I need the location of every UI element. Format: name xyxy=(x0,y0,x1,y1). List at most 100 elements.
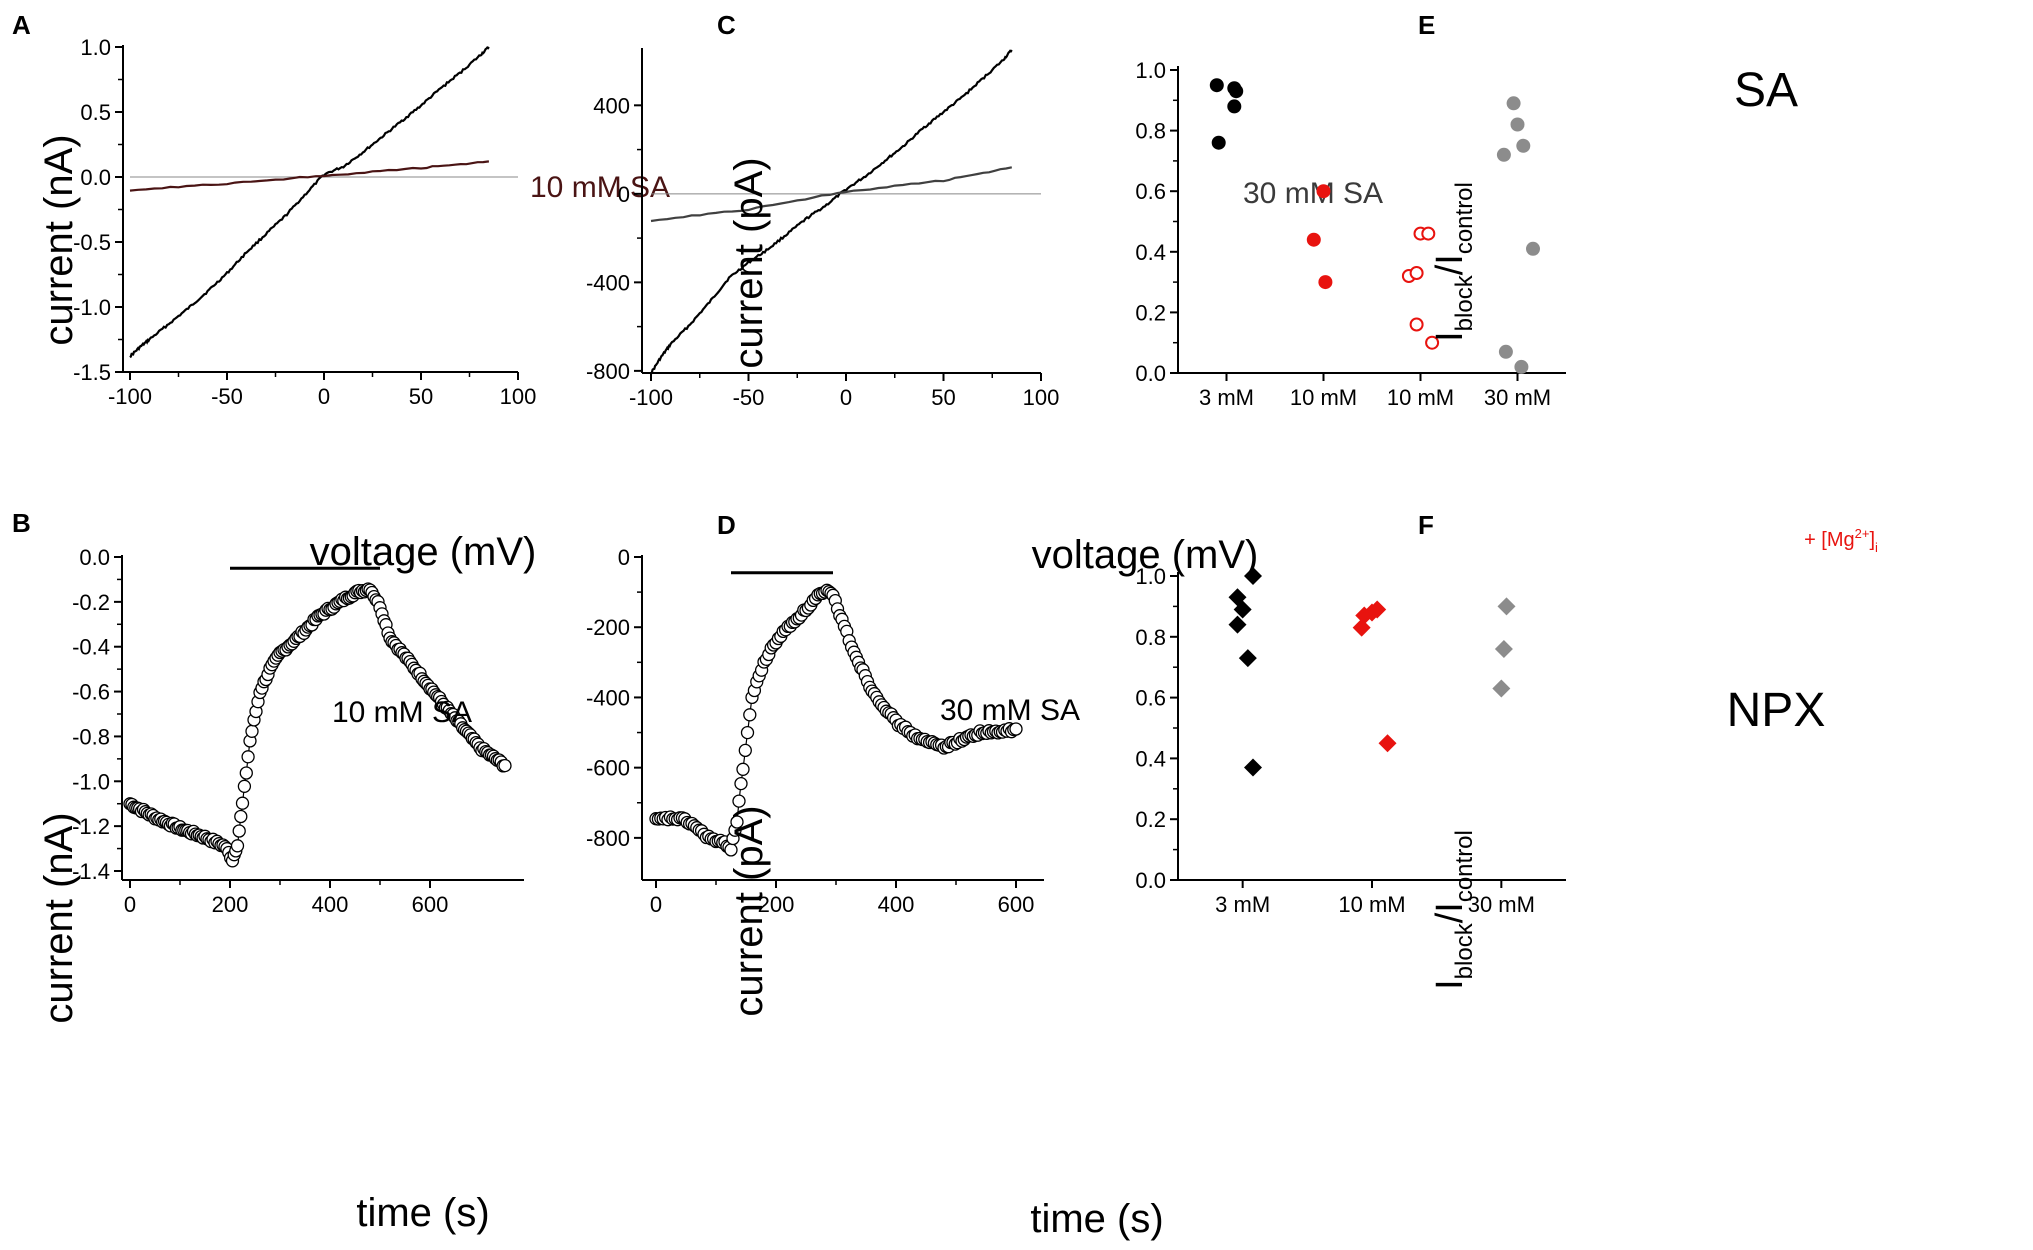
panel-c-x-tick-label: -50 xyxy=(733,385,765,410)
panel-c-y-axis-label: current (pA) xyxy=(727,157,771,368)
panel-e-y-tick-label: 0.4 xyxy=(1135,240,1166,265)
panel-f-data-point xyxy=(1368,600,1387,619)
panel-a-y-tick-label: 0.5 xyxy=(80,100,111,125)
panel-b-y-axis-label: current (nA) xyxy=(37,812,81,1023)
panel-e-data-point xyxy=(1209,78,1224,93)
panel-e-y-axis-label: Iblock/Icontrol xyxy=(1429,182,1478,342)
panel-a-x-tick-label: -50 xyxy=(211,384,243,409)
panel-a-x-axis-label: voltage (mV) xyxy=(310,530,537,574)
ratio-sub-control: control xyxy=(1451,182,1478,254)
panel-b-data-point xyxy=(239,766,253,780)
panel-d-x-tick-label: 600 xyxy=(998,892,1035,917)
panel-a-series-control-line xyxy=(129,46,490,359)
panel-e-data-point xyxy=(1211,135,1226,150)
panel-a-y-tick-label: -0.5 xyxy=(73,230,111,255)
panel-c-x-tick-label: 0 xyxy=(840,385,852,410)
panel-b-data-point xyxy=(232,824,246,838)
panel-b-bar-label: 10 mM SA xyxy=(332,696,472,729)
panel-d-data-point xyxy=(1009,722,1023,736)
panel-a-y-tick-label: -1.5 xyxy=(73,360,111,385)
panel-e-category-label: 30 mM xyxy=(1484,385,1551,410)
panel-f-y-tick-label: 0.4 xyxy=(1135,746,1166,771)
panel-f-data-point xyxy=(1378,734,1397,753)
panel-b-data-point xyxy=(234,809,248,824)
panel-d-data-point xyxy=(743,708,757,722)
panel-e-data-point xyxy=(1526,241,1540,256)
panel-e-y-tick-label: 0.2 xyxy=(1135,300,1166,325)
panel-e-data-point xyxy=(1425,335,1440,350)
panel-b-y-tick-label: -1.4 xyxy=(72,859,110,884)
panel-f-title: NPX xyxy=(1727,684,1826,737)
panel-e-data-point xyxy=(1496,147,1511,162)
panel-f-data-point xyxy=(1497,597,1516,616)
panel-a-annotation: 10 mM SA xyxy=(530,171,670,204)
panel-d-x-tick-label: 200 xyxy=(758,892,795,917)
panel-a-x-tick-label: 100 xyxy=(500,384,537,409)
panel-e-data-point xyxy=(1409,317,1424,332)
panel-e-category-label: 3 mM xyxy=(1199,385,1254,410)
panel-a-x-tick-label: 0 xyxy=(318,384,330,409)
panel-d-y-tick-label: -600 xyxy=(586,756,630,781)
panel-b-y-tick-label: -0.8 xyxy=(72,724,110,749)
panel-f-data-point xyxy=(1494,639,1513,658)
panel-c-y-tick-label: 400 xyxy=(593,93,630,118)
panel-b-y-tick-label: -0.6 xyxy=(72,680,110,705)
panel-d-x-tick-label: 0 xyxy=(650,892,662,917)
panel-e-data-point xyxy=(1409,266,1424,280)
panel-a-plot: -1.5 -1.0 -0.5 0.0 0.5 1.0 -100 -50 0 50 100 xyxy=(73,35,536,409)
panel-c-series-blocked-line xyxy=(650,166,1013,223)
panel-a-y-tick-label: 1.0 xyxy=(80,35,111,60)
panel-b-y-tick-label: -0.2 xyxy=(72,590,110,615)
panel-b-x-tick-label: 400 xyxy=(312,892,349,917)
mg-sub: i xyxy=(1875,540,1878,555)
panel-c-x-tick-label: 50 xyxy=(931,385,955,410)
panel-f-data-point xyxy=(1238,649,1257,668)
panel-d-y-tick-label: 0 xyxy=(618,545,630,570)
panel-f-y-tick-label: 1.0 xyxy=(1135,564,1166,589)
panel-c-plot: -800 -400 0 400 -100 -50 0 50 100 xyxy=(586,48,1059,410)
ratio-sub-control: control xyxy=(1451,830,1478,902)
panel-c-annotation: 30 mM SA xyxy=(1243,177,1383,210)
ratio-slash: /I xyxy=(1429,902,1471,923)
panel-f-y-tick-label: 0.8 xyxy=(1135,625,1166,650)
panel-label-f: F xyxy=(1418,510,1434,540)
panel-e-data-point xyxy=(1498,344,1513,359)
panel-d-plot: -800 -600 -400 -200 0 0 200 400 600 xyxy=(586,545,1044,917)
panel-f-data-point xyxy=(1492,679,1511,698)
panel-b-x-axis-label: time (s) xyxy=(356,1191,489,1235)
panel-b-data-point xyxy=(235,796,250,810)
ratio-slash: /I xyxy=(1429,254,1471,275)
panel-f-y-tick-label: 0.2 xyxy=(1135,807,1166,832)
panel-label-d: D xyxy=(717,510,736,540)
mg-sup: 2+ xyxy=(1855,526,1870,541)
panel-e-data-point xyxy=(1516,138,1531,153)
panel-f-y-tick-label: 0.6 xyxy=(1135,686,1166,711)
panel-d-data-point xyxy=(738,743,752,758)
mg-sublabel: + [Mg2+]i xyxy=(1804,526,1878,555)
ratio-i: I xyxy=(1429,979,1471,990)
panel-c-x-tick-label: 100 xyxy=(1023,385,1060,410)
ratio-sub-block: block xyxy=(1451,274,1478,331)
panel-b-y-tick-label: -1.0 xyxy=(72,769,110,794)
panel-c-y-tick-label: -800 xyxy=(586,359,630,384)
panel-f-category-label: 3 mM xyxy=(1215,892,1270,917)
panel-a-series-blocked-line xyxy=(129,160,490,192)
panel-b-data-point xyxy=(230,839,245,853)
panel-b-plot: -1.4 -1.2 -1.0 -0.8 -0.6 -0.4 -0.2 0.0 0 200 400 60… xyxy=(72,545,524,917)
panel-c-series-control-line xyxy=(650,49,1013,375)
panel-b-data-point xyxy=(237,779,252,793)
panel-e-plot: 0.0 0.2 0.4 0.6 0.8 1.0 3 mM 10 mM 10 mM 30 mM xyxy=(1135,58,1566,410)
mg-close: ] xyxy=(1869,529,1875,551)
panel-e-data-point xyxy=(1227,99,1242,114)
panel-d-data-point xyxy=(730,815,744,829)
panel-e-data-point xyxy=(1227,81,1242,96)
panel-b-x-tick-label: 600 xyxy=(412,892,449,917)
panel-d-x-axis-label: time (s) xyxy=(1030,1197,1163,1241)
panel-d-y-tick-label: -400 xyxy=(586,685,630,710)
panel-b-x-tick-label: 0 xyxy=(124,892,136,917)
panel-f-data-point xyxy=(1244,567,1263,585)
panel-d-y-tick-label: -800 xyxy=(586,826,630,851)
panel-f-data-point xyxy=(1228,615,1247,634)
panel-b-data-point xyxy=(498,758,512,773)
